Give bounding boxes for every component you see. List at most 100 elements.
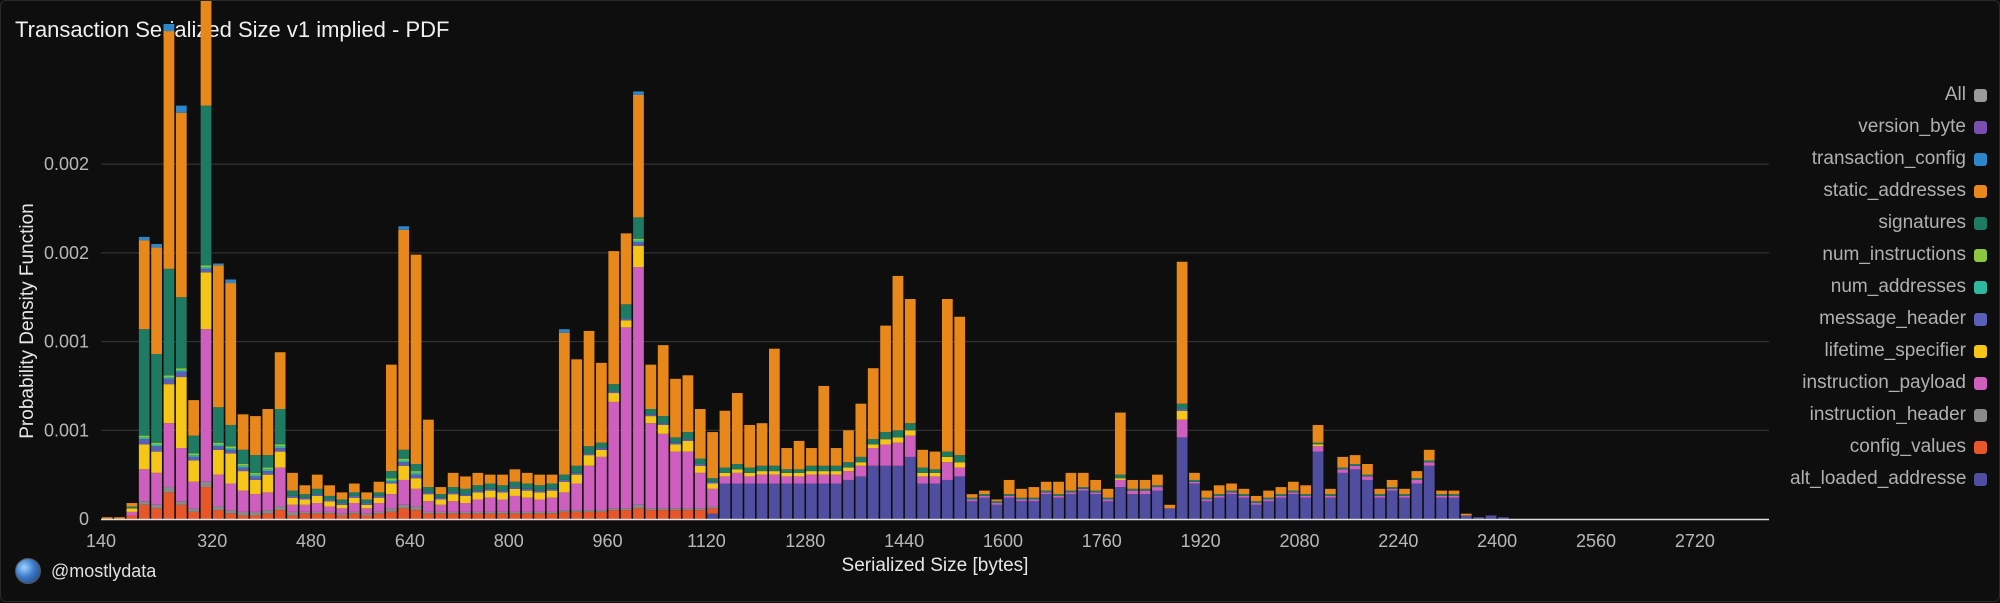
bar-segment <box>274 444 286 447</box>
legend-swatch <box>1974 472 1987 486</box>
bar-segment <box>274 448 286 452</box>
bar-segment <box>175 105 187 113</box>
bar-segment <box>1016 488 1027 498</box>
bar-segment <box>818 385 830 466</box>
bar-segment <box>645 423 657 509</box>
legend-item[interactable]: lifetime_specifier <box>1727 335 1987 367</box>
bar-segment <box>991 501 1003 504</box>
bar-segment <box>237 449 249 464</box>
bar-segment <box>484 497 496 512</box>
bar-segment <box>558 511 570 519</box>
legend-swatch <box>1974 248 1987 262</box>
bar-segment <box>1312 444 1324 447</box>
bar-segment <box>830 471 842 475</box>
bar-segment <box>1250 504 1262 519</box>
bar-segment <box>348 495 360 498</box>
bar-segment <box>620 318 632 321</box>
bar-segment <box>1349 469 1361 519</box>
bar-segment <box>1040 494 1052 519</box>
legend-item[interactable]: num_instructions <box>1727 239 1987 271</box>
bar-segment <box>398 458 410 461</box>
bar-segment <box>274 467 286 507</box>
legend-item[interactable]: transaction_config <box>1727 143 1987 175</box>
legend-label: num_addresses <box>1830 276 1966 297</box>
bar-segment <box>509 481 521 488</box>
bar-segment <box>262 469 274 472</box>
bar-segment <box>435 511 447 514</box>
bar-segment <box>497 485 508 491</box>
bar-segment <box>348 503 360 512</box>
bar-segment <box>311 488 323 495</box>
bar-segment <box>867 465 879 519</box>
bar-segment <box>1399 497 1410 519</box>
bar-segment <box>348 492 360 496</box>
bar-segment <box>1102 497 1114 500</box>
bar-segment <box>707 513 718 519</box>
bar-segment <box>1053 494 1064 496</box>
branding: @mostlydata <box>15 558 156 584</box>
bar-segment <box>1139 490 1151 495</box>
x-tick-label: 2560 <box>1576 531 1616 551</box>
bar-segment <box>361 513 373 516</box>
bar-segment <box>287 497 298 505</box>
bar-segment <box>608 251 620 385</box>
bar-segment <box>1114 479 1126 488</box>
bar-segment <box>756 423 768 466</box>
y-tick-label: 0.001 <box>44 420 89 440</box>
x-axis-label: Serialized Size [bytes] <box>841 555 1029 576</box>
bar-segment <box>509 487 521 489</box>
legend-item[interactable]: static_addresses <box>1727 175 1987 207</box>
bar-segment <box>460 511 471 514</box>
legend-item[interactable]: instruction_header <box>1727 399 1987 431</box>
legend-item[interactable]: signatures <box>1727 207 1987 239</box>
bar-segment <box>324 485 335 496</box>
y-axis-label: Probability Density Function <box>17 203 38 439</box>
bar-segment <box>620 510 632 519</box>
bar-segment <box>657 433 669 509</box>
bar-segment <box>571 359 583 466</box>
legend-item[interactable]: alt_loaded_addresses <box>1727 463 1987 495</box>
bar-segment <box>472 511 484 514</box>
bar-segment <box>929 476 941 484</box>
bar-segment <box>756 474 768 484</box>
bar-segment <box>138 329 150 436</box>
bar-segment <box>1349 455 1361 464</box>
legend-item[interactable]: instruction_payload <box>1727 367 1987 399</box>
bar-segment <box>1003 494 1015 496</box>
bar-segment <box>1263 497 1274 500</box>
bar-segment <box>941 462 953 480</box>
bar-segment <box>151 444 162 447</box>
bar-segment <box>361 503 373 505</box>
bar-segment <box>534 485 545 491</box>
bar-segment <box>521 483 533 489</box>
bar-segment <box>1065 494 1077 519</box>
legend-item[interactable]: message_header <box>1727 303 1987 335</box>
bar-segment <box>1226 483 1237 491</box>
bar-segment <box>1003 495 1015 498</box>
bar-segment <box>583 453 595 456</box>
bar-segment <box>1065 492 1077 495</box>
legend-item[interactable]: All <box>1727 79 1987 111</box>
bar-segment <box>509 469 521 482</box>
bar-segment <box>769 471 780 475</box>
bar-segment <box>509 495 521 512</box>
bar-segment <box>546 474 558 484</box>
legend-item[interactable]: version_byte <box>1727 111 1987 143</box>
legend-item[interactable]: num_addresses <box>1727 271 1987 303</box>
bar-segment <box>534 513 545 519</box>
bar-segment <box>324 511 335 514</box>
bar-segment <box>250 511 261 516</box>
bar-segment <box>1016 499 1027 502</box>
bar-segment <box>348 511 360 514</box>
bar-segment <box>163 24 175 32</box>
bar-segment <box>558 332 570 475</box>
bar-segment <box>138 444 150 470</box>
bar-segment <box>1201 497 1213 500</box>
bar-segment <box>1497 517 1509 519</box>
bar-segment <box>1263 490 1274 498</box>
bar-segment <box>892 430 904 438</box>
bar-segment <box>1312 451 1324 519</box>
legend-label: lifetime_specifier <box>1824 340 1967 361</box>
legend-item[interactable]: config_values <box>1727 431 1987 463</box>
bar-segment <box>1127 488 1139 491</box>
